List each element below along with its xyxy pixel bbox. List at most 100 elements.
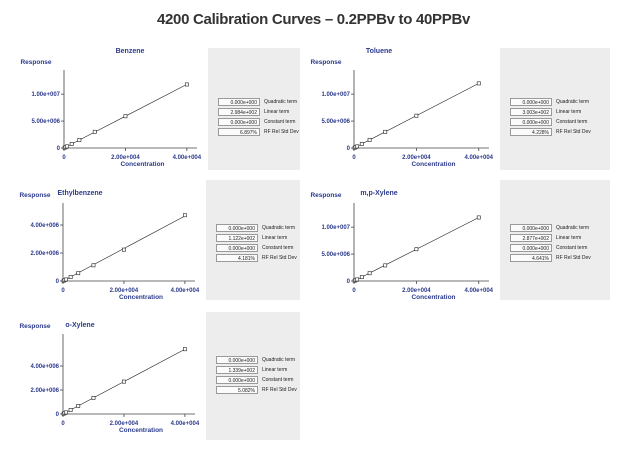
stat-value: 0.000e+000 [218, 98, 260, 106]
stat-row: 4.641% RF Rel Std Dev [500, 254, 610, 263]
y-tick-label: 0 [347, 279, 351, 285]
y-tick-label: 0 [56, 279, 60, 285]
data-point [69, 142, 74, 146]
data-point [91, 263, 96, 268]
chart-title: Ethylbenzene [57, 190, 102, 197]
data-point [65, 144, 69, 149]
stat-row: 1.122e+002 Linear term [206, 234, 300, 243]
chart-toluene: Toluene Response 0 5.00e+006 1.00e+007 0 2.00e… [310, 48, 493, 168]
stat-value: 0.000e+000 [510, 98, 552, 106]
stat-row: 2.877e+002 Linear term [500, 234, 610, 243]
stat-row: 5.082% RF Rel Std Dev [206, 386, 300, 395]
x-axis-label: Concentration [119, 294, 163, 301]
stat-value: 0.000e+000 [216, 376, 258, 384]
x-tick-label: 4.00e+004 [173, 155, 202, 161]
chart-title: m,p-Xylene [360, 190, 397, 197]
stat-label: Quadratic term [262, 357, 296, 363]
stats-panel: 0.000e+000 Quadratic term 1.122e+002 Linear… [206, 180, 300, 300]
stat-value: 6.897% [218, 128, 260, 136]
data-point [68, 275, 73, 279]
x-axis-label: Concentration [411, 294, 455, 301]
stats-panel: 0.000e+000 Quadratic term 1.339e+002 Linear… [206, 312, 300, 440]
stat-row: 4.181% RF Rel Std Dev [206, 254, 300, 263]
stats-panel: 0.000e+000 Quadratic term 2.877e+002 Linear… [500, 180, 610, 300]
page-title: 4200 Calibration Curves – 0.2PPBv to 40P… [156, 11, 471, 28]
y-tick-label: 4.00e+006 [30, 223, 59, 229]
x-axis-label: Concentration [119, 427, 163, 434]
stat-label: Quadratic term [264, 99, 298, 105]
data-point [359, 142, 364, 146]
y-tick-label: 5.00e+006 [321, 252, 350, 258]
y-axis-label: Response [310, 59, 341, 66]
stat-label: Linear term [262, 367, 288, 373]
data-point [76, 404, 81, 408]
y-tick-label: 1.00e+007 [321, 225, 350, 231]
stat-row: 0.000e+000 Constant term [206, 376, 300, 385]
stat-label: Quadratic term [556, 99, 590, 105]
chart-title: Toluene [366, 48, 392, 55]
chart-panel-o-xylene: o-Xylene Response 0 2.00e+006 4.00e+006 0 2.00… [0, 310, 310, 445]
data-point [359, 275, 364, 280]
x-tick-label: 0 [61, 288, 65, 294]
data-point [183, 213, 187, 218]
stat-label: Linear term [556, 235, 582, 241]
data-point [76, 271, 81, 276]
data-point [476, 215, 481, 220]
data-point [414, 247, 419, 252]
x-tick-label: 2.00e+004 [110, 421, 139, 427]
y-tick-label: 2.00e+006 [30, 251, 59, 257]
x-tick-label: 4.00e+004 [171, 421, 200, 427]
stat-label: Constant term [556, 119, 588, 125]
data-point [68, 408, 73, 412]
chart-o-xylene: o-Xylene Response 0 2.00e+006 4.00e+006 0 2.00… [19, 322, 200, 434]
y-tick-label: 2.00e+006 [30, 388, 59, 394]
chart-mp-xylene: m,p-Xylene Response 0 5.00e+006 1.00e+007 0 2.… [310, 190, 493, 301]
stat-row: 2.984e+002 Linear term [208, 108, 300, 117]
chart-panel-mp-xylene: m,p-Xylene Response 0 5.00e+006 1.00e+007 0 2.… [302, 178, 612, 303]
x-tick-label: 4.00e+004 [171, 288, 200, 294]
x-tick-label: 4.00e+004 [464, 288, 493, 294]
data-point [91, 396, 96, 400]
data-point [183, 347, 187, 352]
stat-value: 0.000e+000 [510, 118, 552, 126]
stat-row: 0.000e+000 Constant term [500, 244, 610, 253]
x-axis-label: Concentration [120, 161, 164, 168]
stat-label: Quadratic term [556, 225, 590, 231]
data-point [122, 379, 126, 384]
stat-row: 0.000e+000 Constant term [500, 118, 610, 127]
stat-label: Constant term [262, 377, 294, 383]
data-point [184, 82, 189, 87]
x-tick-label: 4.00e+004 [464, 155, 493, 161]
stat-value: 4.641% [510, 254, 552, 262]
stat-value: 0.000e+000 [216, 356, 258, 364]
stat-label: Constant term [264, 119, 296, 125]
stat-label: RF Rel Std Dev [556, 129, 591, 135]
stat-value: 4.181% [216, 254, 258, 262]
x-tick-label: 2.00e+004 [111, 155, 140, 161]
data-point [92, 129, 97, 134]
x-tick-label: 0 [352, 288, 356, 294]
y-tick-label: 0 [57, 146, 61, 152]
stat-label: Linear term [556, 109, 582, 115]
stat-label: Linear term [264, 109, 290, 115]
y-axis-label: Response [19, 192, 50, 199]
x-tick-label: 2.00e+004 [402, 155, 431, 161]
y-tick-label: 4.00e+006 [30, 364, 59, 370]
x-tick-label: 2.00e+004 [110, 288, 139, 294]
data-point [355, 277, 360, 282]
x-tick-label: 0 [352, 155, 356, 161]
stat-value: 2.984e+002 [218, 108, 260, 116]
stat-label: RF Rel Std Dev [262, 387, 297, 393]
stat-row: 6.897% RF Rel Std Dev [208, 128, 300, 137]
chart-panel-toluene: Toluene Response 0 5.00e+006 1.00e+007 0 2.00e… [302, 40, 612, 175]
y-axis-label: Response [19, 323, 50, 330]
data-point [476, 81, 481, 86]
y-axis-label: Response [20, 59, 51, 66]
stat-row: 0.000e+000 Quadratic term [206, 356, 300, 365]
stat-row: 0.000e+000 Constant term [208, 118, 300, 127]
data-point [367, 271, 372, 276]
y-tick-label: 0 [56, 412, 60, 418]
stat-label: RF Rel Std Dev [556, 255, 591, 261]
x-tick-label: 2.00e+004 [402, 288, 431, 294]
stat-row: 0.000e+000 Constant term [206, 244, 300, 253]
